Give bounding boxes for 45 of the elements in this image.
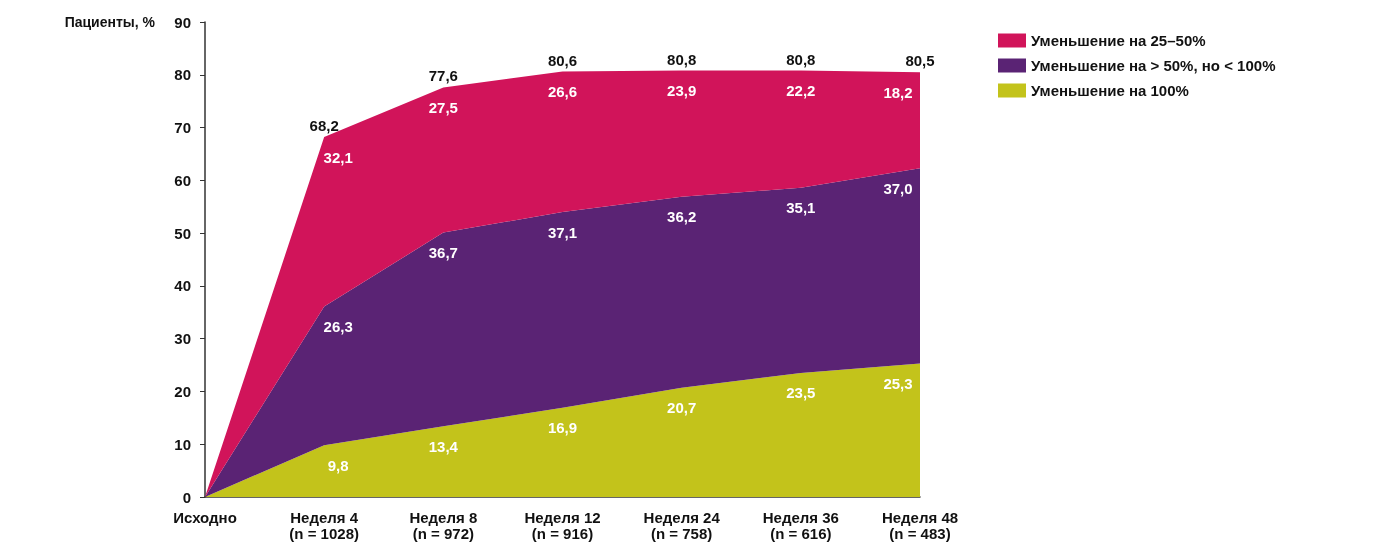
y-tick-label: 60 — [174, 171, 191, 189]
data-label: 20,7 — [667, 399, 697, 417]
x-tick-label: Исходно — [173, 508, 237, 526]
data-label: 37,1 — [547, 223, 578, 241]
x-tick-label: Неделя 24 (n = 758) — [643, 508, 721, 542]
total-label: 80,6 — [547, 51, 578, 69]
data-label: 37,0 — [883, 179, 913, 197]
data-label: 13,4 — [428, 437, 459, 455]
y-tick-label: 40 — [174, 277, 191, 295]
y-tick-label: 20 — [174, 382, 191, 400]
y-tick-label: 10 — [174, 435, 191, 453]
data-label: 23,5 — [786, 384, 816, 402]
total-label: 68,2 — [309, 117, 339, 135]
data-label: 25,3 — [883, 374, 913, 392]
y-tick-label: 90 — [174, 13, 191, 31]
data-label: 26,3 — [323, 317, 353, 335]
y-axis-title: Пациенты, % — [64, 14, 156, 30]
x-tick-label: Неделя 48 (n = 483) — [881, 508, 959, 542]
legend-label: Уменьшение на > 50%, но < 100% — [1031, 57, 1276, 74]
total-label: 80,5 — [905, 52, 935, 70]
legend-label: Уменьшение на 25–50% — [1031, 32, 1206, 49]
total-label: 80,8 — [667, 50, 697, 68]
data-label: 23,9 — [667, 82, 697, 100]
y-tick-label: 80 — [174, 66, 191, 84]
data-label: 36,7 — [428, 244, 458, 262]
data-label: 18,2 — [883, 83, 913, 101]
y-tick-label: 70 — [174, 119, 191, 137]
x-tick-label: Неделя 12 (n = 916) — [524, 508, 601, 542]
data-label: 32,1 — [323, 148, 353, 166]
data-label: 22,2 — [786, 82, 816, 100]
y-tick-label: 0 — [182, 488, 191, 506]
legend-label: Уменьшение на 100% — [1031, 82, 1189, 99]
x-tick-label: Неделя 36 (n = 616) — [762, 508, 839, 542]
data-label: 16,9 — [547, 419, 578, 437]
x-tick-label: Неделя 8 (n = 972) — [409, 508, 478, 542]
data-label: 35,1 — [786, 199, 816, 217]
total-label: 77,6 — [428, 67, 458, 85]
data-label: 26,6 — [547, 83, 578, 101]
data-label: 9,8 — [327, 456, 349, 474]
y-tick-label: 30 — [174, 330, 191, 348]
data-label: 27,5 — [428, 98, 458, 116]
data-label: 36,2 — [667, 208, 697, 226]
y-tick-label: 50 — [174, 224, 191, 242]
x-tick-label: Неделя 4 (n = 1028) — [289, 508, 359, 542]
total-label: 80,8 — [786, 50, 816, 68]
